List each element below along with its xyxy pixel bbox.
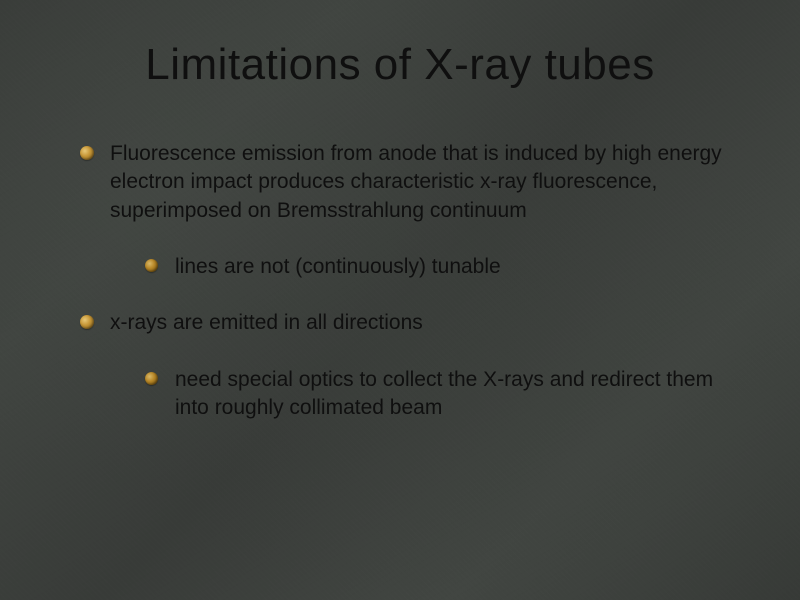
sub-list: need special optics to collect the X-ray… <box>110 366 740 423</box>
sub-bullet-text: need special optics to collect the X-ray… <box>175 368 713 419</box>
sub-list: lines are not (continuously) tunable <box>110 253 740 281</box>
bullet-list: Fluorescence emission from anode that is… <box>60 140 740 422</box>
bullet-item: Fluorescence emission from anode that is… <box>80 140 740 281</box>
slide-title: Limitations of X-ray tubes <box>60 40 740 90</box>
bullet-item: x-rays are emitted in all directions nee… <box>80 309 740 422</box>
bullet-text: Fluorescence emission from anode that is… <box>110 142 722 222</box>
bullet-text: x-rays are emitted in all directions <box>110 311 423 334</box>
sub-bullet-item: lines are not (continuously) tunable <box>145 253 740 281</box>
slide-container: Limitations of X-ray tubes Fluorescence … <box>0 0 800 600</box>
sub-bullet-text: lines are not (continuously) tunable <box>175 255 501 278</box>
sub-bullet-item: need special optics to collect the X-ray… <box>145 366 740 423</box>
